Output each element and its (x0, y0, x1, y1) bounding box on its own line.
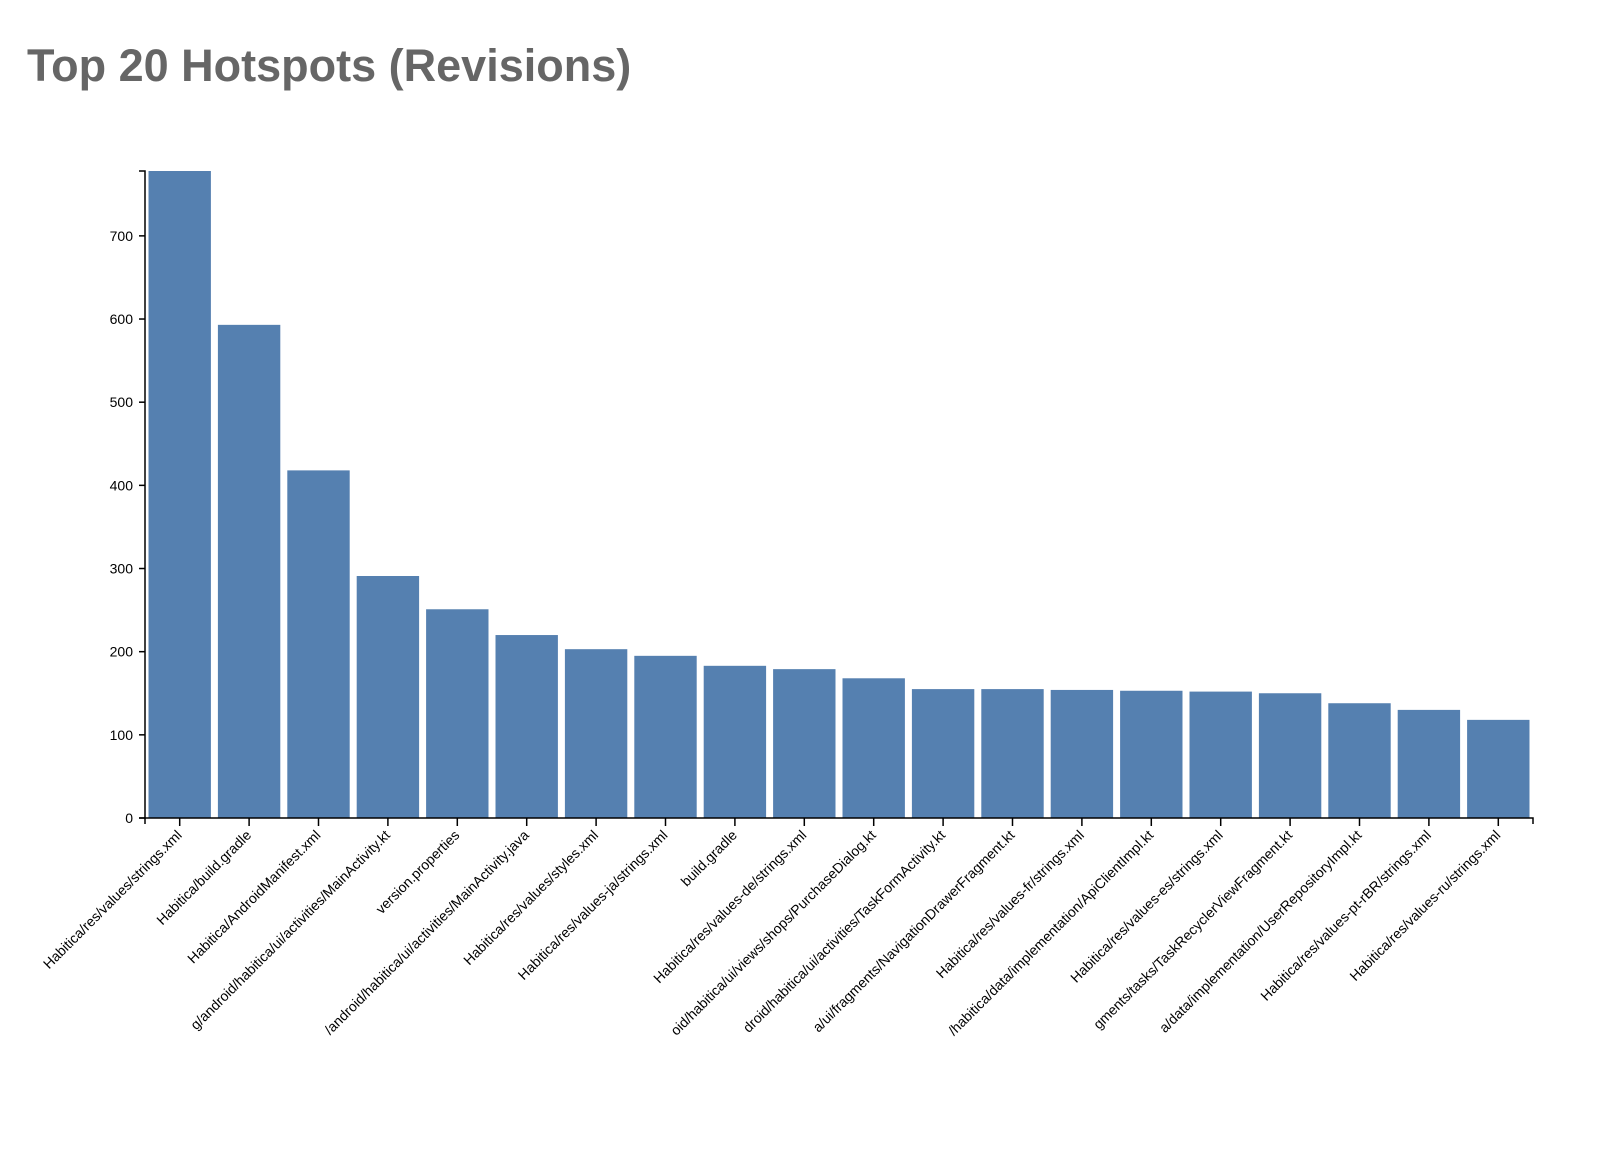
y-tick-label: 200 (110, 644, 134, 660)
bar (981, 689, 1044, 818)
x-tick-label: Habitica/res/values-fr/strings.xml (933, 827, 1087, 981)
y-tick: 300 (110, 561, 145, 577)
x-tick-label: Habitica/res/values-ja/strings.xml (515, 827, 671, 983)
bar (911, 689, 975, 818)
y-tick: 500 (110, 394, 145, 410)
y-axis-line (139, 170, 146, 819)
y-tick: 400 (110, 477, 145, 493)
bar (426, 609, 489, 818)
x-axis: Habitica/res/values/strings.xmlHabitica/… (40, 817, 1534, 1038)
x-tick: Habitica/res/values/styles.xml (460, 818, 601, 968)
x-tick: Habitica/AndroidManifest.xml (184, 818, 324, 966)
bar (1258, 693, 1322, 818)
bar (1328, 703, 1391, 818)
x-tick-label: Habitica/AndroidManifest.xml (184, 827, 324, 967)
bar (564, 649, 628, 818)
bar (217, 324, 281, 818)
bar (1120, 690, 1183, 818)
x-tick: build.gradle (678, 818, 741, 890)
y-tick-label: 700 (110, 228, 134, 244)
y-tick: 100 (110, 727, 145, 743)
x-tick-label: Habitica/res/values-ru/strings.xml (1346, 827, 1503, 984)
bar (842, 678, 905, 818)
bar (1050, 689, 1114, 818)
bar (495, 635, 558, 818)
y-tick: 600 (110, 311, 145, 327)
y-tick-label: 300 (110, 561, 134, 577)
bar (1397, 709, 1461, 818)
chart-title: Top 20 Hotspots (Revisions) (27, 40, 632, 91)
x-tick-label: Habitica/res/values-es/strings.xml (1067, 827, 1226, 986)
y-tick: 200 (110, 644, 145, 660)
bars-group (148, 171, 1530, 818)
bar (773, 669, 836, 818)
x-axis-line (144, 817, 1534, 824)
bar (148, 171, 211, 818)
x-tick-label: Habitica/res/values/styles.xml (460, 827, 601, 968)
y-tick-label: 100 (110, 727, 134, 743)
bar (634, 655, 697, 818)
y-tick: 700 (110, 228, 145, 244)
y-tick-label: 400 (110, 477, 134, 493)
y-axis: 0 100 200 300 400 500 600 700 (110, 170, 146, 826)
x-tick-label: Habitica/res/values-de/strings.xml (650, 827, 809, 986)
bar (1467, 719, 1530, 818)
bar (703, 665, 767, 818)
bar (287, 470, 350, 818)
y-tick-label: 0 (125, 810, 133, 826)
x-tick: Habitica/res/values/strings.xml (40, 818, 185, 972)
x-tick-label: build.gradle (678, 827, 741, 890)
bar (356, 575, 420, 818)
bar (1189, 691, 1252, 818)
x-tick-label: Habitica/res/values/strings.xml (40, 827, 185, 972)
y-tick-label: 600 (110, 311, 134, 327)
y-tick-label: 500 (110, 394, 134, 410)
y-tick: 0 (125, 810, 145, 826)
